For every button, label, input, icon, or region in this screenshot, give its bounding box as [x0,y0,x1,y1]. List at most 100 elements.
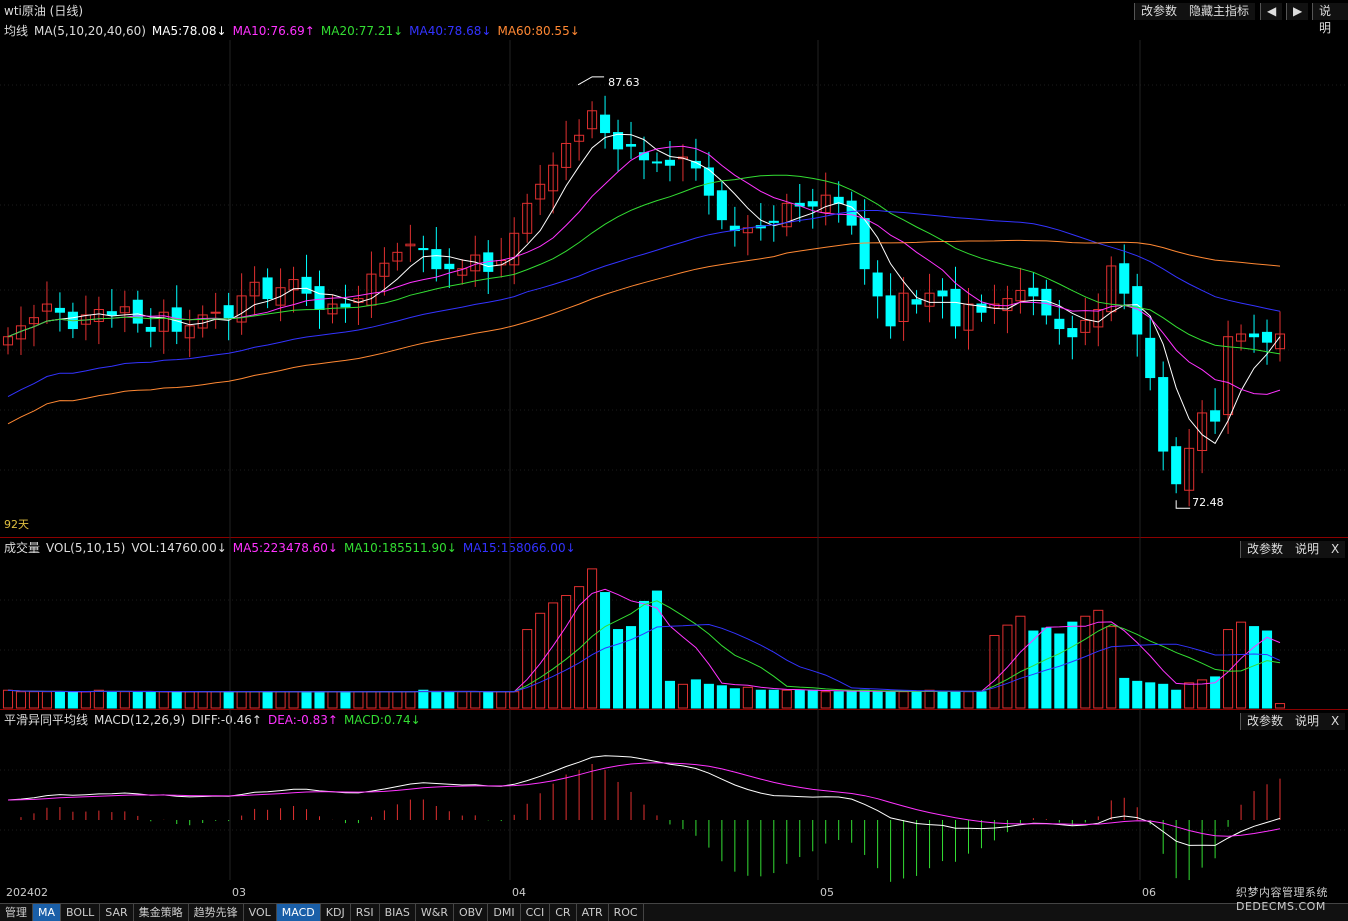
volume-bar [405,691,416,709]
ma-value-1: MA10:76.69↑ [232,24,315,38]
candle [872,272,883,297]
toolbar-tab-11[interactable]: W&R [416,904,454,921]
volume-bar [1119,677,1130,709]
toolbar-tab-12[interactable]: OBV [454,904,489,921]
toolbar-tab-6[interactable]: VOL [244,904,277,921]
ma-value-2: MA20:77.21↓ [320,24,404,38]
volume-bar [963,691,974,709]
volume-bar [483,691,494,709]
candle [275,287,286,306]
volume-bar [444,691,455,709]
ma-value-0: MA5:78.08↓ [151,24,227,38]
volume-bar [781,689,792,709]
volume-bar [1184,682,1195,709]
candle [924,292,935,307]
candle [807,201,818,207]
candle [664,159,676,166]
vol-value-1: MA5:223478.60↓ [232,541,338,555]
candle [119,306,130,314]
candle [1145,337,1156,379]
volume-bar [755,689,766,709]
volume-bar [262,691,273,709]
toolbar-tab-7[interactable]: MACD [276,904,321,921]
volume-bar [340,691,351,709]
ma5-line [7,133,1281,445]
volume-bar [1002,624,1013,709]
ma60-line [7,239,1281,425]
volume-bar [937,691,948,709]
volume-bar [846,691,857,709]
volume-bar [379,691,390,709]
candle [262,277,273,300]
candle [444,263,455,270]
macd-button-0[interactable]: 改参数 [1240,713,1290,730]
toolbar-tab-1[interactable]: MA [33,904,62,921]
volume-bar [1274,703,1286,709]
volume-indicator-header: 成交量 VOL(5,10,15) VOL:14760.00↓ MA5:223478.6… [4,539,588,557]
top-button-2[interactable]: ◀ [1260,3,1283,20]
toolbar-tab-0[interactable]: 管理 [0,904,33,921]
candle [379,262,390,277]
volume-bar [898,691,909,709]
candle [1054,318,1065,330]
volume-bar [1261,630,1273,709]
volume-bar [28,691,40,709]
toolbar-tab-3[interactable]: SAR [100,904,134,921]
volume-bar [366,691,377,709]
volume-bar [171,691,182,709]
candle [548,164,559,192]
toolbar-tab-4[interactable]: 集金策略 [134,904,189,921]
macd-indicator-header: 平滑异同平均线 MACD(12,26,9) DIFF:-0.46↑ DEA:-0.83… [4,711,433,729]
volume-bar [145,691,156,709]
volume-bar [288,691,299,709]
volume-bar [67,691,78,709]
toolbar-tab-5[interactable]: 趋势先锋 [189,904,244,921]
panel-divider [0,537,1348,538]
volume-bar [1171,689,1182,709]
candle [950,288,961,327]
top-button-0[interactable]: 改参数 [1134,3,1184,20]
toolbar-tab-8[interactable]: KDJ [321,904,351,921]
toolbar-tab-15[interactable]: CR [550,904,577,921]
toolbar-tab-16[interactable]: ATR [577,904,609,921]
volume-bar [1223,629,1234,709]
candle [158,311,169,332]
volume-bar [625,626,637,709]
candle [833,196,844,204]
candle [28,317,40,325]
candle [1132,286,1143,335]
macd-diff-line [7,755,1281,846]
toolbar-tab-2[interactable]: BOLL [61,904,101,921]
candle [587,110,598,130]
volume-bar [911,691,922,709]
main-indicator-label: 均线 [4,24,29,38]
volume-bar [275,691,286,709]
volume-bar [872,691,883,709]
volume-button-0[interactable]: 改参数 [1240,541,1290,558]
volume-bar [1106,626,1117,709]
top-button-4[interactable]: 说明 [1312,3,1348,35]
toolbar-tab-9[interactable]: RSI [351,904,380,921]
volume-bar [93,689,104,709]
candle [885,295,896,327]
macd-button-1[interactable]: 说明 [1288,713,1326,730]
top-button-3[interactable]: ▶ [1286,3,1309,20]
ma40-line [7,210,1281,398]
watermark: 织梦内容管理系统 DEDECMS.COM [1236,886,1328,913]
date-axis-label: 03 [232,886,246,899]
candle [184,325,195,339]
volume-bar [1015,615,1026,709]
volume-bar [249,691,260,709]
candle [716,190,727,221]
volume-bar [470,691,481,709]
volume-bar [1067,621,1078,709]
candle [340,303,351,308]
toolbar-tab-14[interactable]: CCI [521,904,551,921]
candle [15,325,27,340]
toolbar-tab-17[interactable]: ROC [609,904,644,921]
vol-value-3: MA15:158066.00↓ [462,541,576,555]
toolbar-tab-13[interactable]: DMI [488,904,521,921]
candle [132,299,143,324]
toolbar-tab-10[interactable]: BIAS [380,904,416,921]
